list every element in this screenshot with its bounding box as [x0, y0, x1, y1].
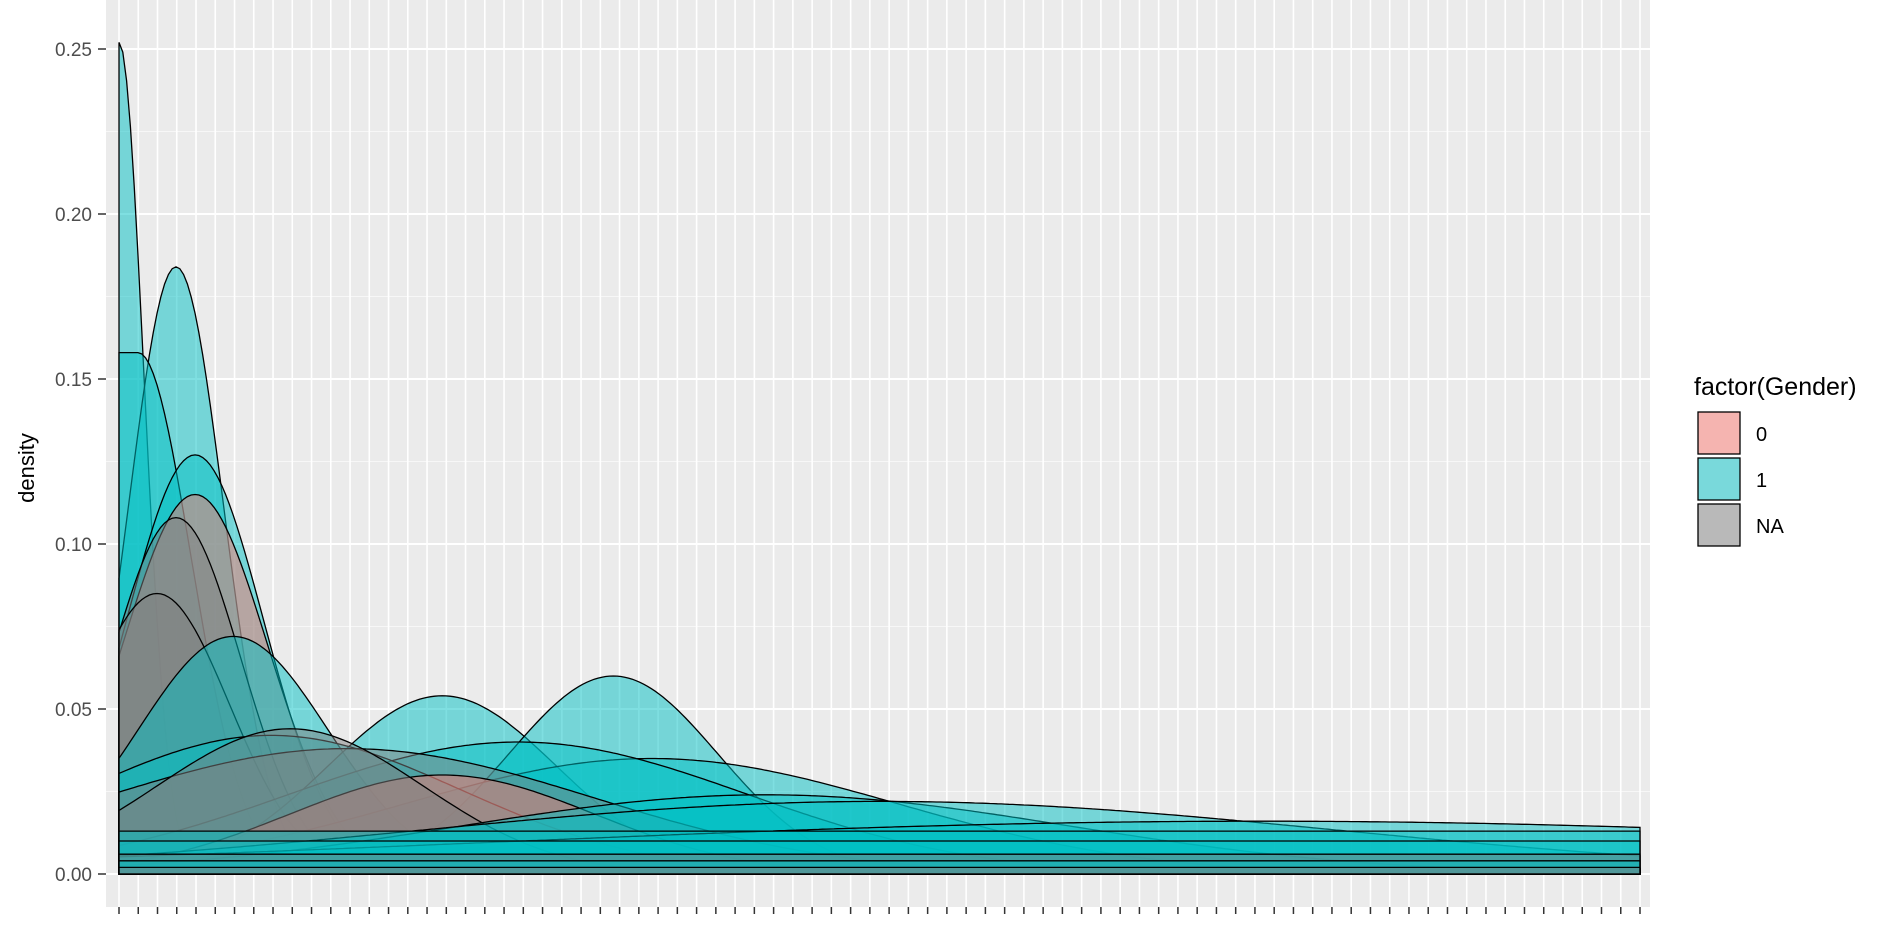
y-tick-label: 0.10 [55, 535, 92, 556]
legend-label-1: 1 [1756, 470, 1767, 492]
y-tick-label: 0.05 [55, 700, 92, 721]
y-axis-title: density [14, 433, 39, 503]
density-curves [118, 42, 1641, 875]
legend-key-0 [1697, 411, 1741, 455]
legend-title: factor(Gender) [1694, 373, 1857, 401]
legend-key-NA [1697, 503, 1741, 547]
y-axis: 0.00 0.05 0.10 0.15 0.20 0.25 [55, 40, 106, 886]
y-tick-label: 0.15 [55, 370, 92, 391]
y-tick-label: 0.25 [55, 40, 92, 61]
y-tick-label: 0.20 [55, 205, 92, 226]
y-tick-label: 0.00 [55, 865, 92, 886]
x-axis [118, 907, 1641, 914]
legend: factor(Gender) 0 1 NA [1694, 373, 1857, 547]
legend-label-NA: NA [1756, 516, 1784, 538]
density-curve-NA [118, 866, 1641, 875]
legend-label-0: 0 [1756, 424, 1767, 446]
legend-key-1 [1697, 457, 1741, 501]
